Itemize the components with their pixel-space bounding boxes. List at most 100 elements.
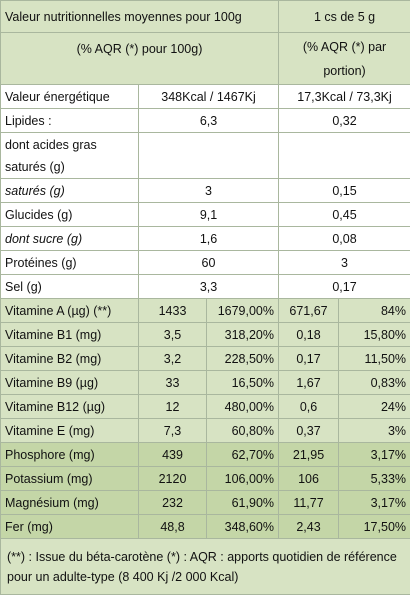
macro-value-100g: 3 — [139, 179, 279, 203]
macro-label: Sel (g) — [1, 275, 139, 299]
aqr-portion: 3,17% — [339, 491, 410, 515]
aqr-100g: 16,50% — [207, 371, 279, 395]
value-portion: 0,37 — [279, 419, 339, 443]
aqr-portion: 0,83% — [339, 371, 410, 395]
aqr-100g: 348,60% — [207, 515, 279, 539]
macro-value-100g: 1,6 — [139, 227, 279, 251]
aqr-portion: 3,17% — [339, 443, 410, 467]
aqr-100g: 480,00% — [207, 395, 279, 419]
subheader-portion: (% AQR (*) par portion) — [279, 33, 410, 85]
macro-value-portion: 0,32 — [279, 109, 410, 133]
nutrient-label: Vitamine A (µg) (**) — [1, 299, 139, 323]
aqr-100g: 61,90% — [207, 491, 279, 515]
nutrient-label: Vitamine B12 (µg) — [1, 395, 139, 419]
aqr-portion: 11,50% — [339, 347, 410, 371]
aqr-portion: 17,50% — [339, 515, 410, 539]
value-portion: 0,17 — [279, 347, 339, 371]
value-100g: 232 — [139, 491, 207, 515]
aqr-100g: 60,80% — [207, 419, 279, 443]
value-portion: 21,95 — [279, 443, 339, 467]
value-100g: 2120 — [139, 467, 207, 491]
value-100g: 1433 — [139, 299, 207, 323]
macro-row: dont acides gras saturés (g) — [1, 133, 410, 179]
nutrient-label: Vitamine B2 (mg) — [1, 347, 139, 371]
subheader-100g: (% AQR (*) pour 100g) — [1, 33, 279, 85]
nutrient-label: Fer (mg) — [1, 515, 139, 539]
macro-label: Glucides (g) — [1, 203, 139, 227]
nutrient-label: Phosphore (mg) — [1, 443, 139, 467]
macro-label: Protéines (g) — [1, 251, 139, 275]
value-portion: 11,77 — [279, 491, 339, 515]
value-100g: 48,8 — [139, 515, 207, 539]
footnote: (**) : Issue du béta-carotène (*) : AQR … — [1, 539, 410, 595]
aqr-100g: 1679,00% — [207, 299, 279, 323]
value-100g: 3,2 — [139, 347, 207, 371]
aqr-100g: 106,00% — [207, 467, 279, 491]
macro-value-portion: 3 — [279, 251, 410, 275]
value-100g: 3,5 — [139, 323, 207, 347]
value-100g: 7,3 — [139, 419, 207, 443]
nutrient-label: Vitamine B1 (mg) — [1, 323, 139, 347]
macro-value-portion: 0,15 — [279, 179, 410, 203]
macro-value-100g: 6,3 — [139, 109, 279, 133]
macro-value-100g — [139, 133, 279, 179]
macro-value-portion: 0,45 — [279, 203, 410, 227]
header-row: Valeur nutritionnelles moyennes pour 100… — [1, 1, 410, 33]
macro-value-100g: 60 — [139, 251, 279, 275]
value-portion: 1,67 — [279, 371, 339, 395]
macro-label: saturés (g) — [1, 179, 139, 203]
value-portion: 0,6 — [279, 395, 339, 419]
value-portion: 0,18 — [279, 323, 339, 347]
subheader-row: (% AQR (*) pour 100g) (% AQR (*) par por… — [1, 33, 410, 85]
nutrient-label: Vitamine B9 (µg) — [1, 371, 139, 395]
aqr-100g: 62,70% — [207, 443, 279, 467]
macro-label: Lipides : — [1, 109, 139, 133]
macro-value-100g: 3,3 — [139, 275, 279, 299]
footnote-row: (**) : Issue du béta-carotène (*) : AQR … — [1, 539, 410, 595]
aqr-portion: 24% — [339, 395, 410, 419]
aqr-portion: 84% — [339, 299, 410, 323]
value-100g: 439 — [139, 443, 207, 467]
macro-label: dont sucre (g) — [1, 227, 139, 251]
nutrient-label: Magnésium (mg) — [1, 491, 139, 515]
aqr-portion: 3% — [339, 419, 410, 443]
value-portion: 106 — [279, 467, 339, 491]
macro-value-portion — [279, 133, 410, 179]
macro-value-100g: 9,1 — [139, 203, 279, 227]
value-portion: 2,43 — [279, 515, 339, 539]
aqr-100g: 318,20% — [207, 323, 279, 347]
nutrient-label: Potassium (mg) — [1, 467, 139, 491]
value-portion: 671,67 — [279, 299, 339, 323]
nutrition-facts-panel: Valeur nutritionnelles moyennes pour 100… — [0, 0, 410, 582]
value-100g: 33 — [139, 371, 207, 395]
aqr-portion: 15,80% — [339, 323, 410, 347]
macro-value-portion: 17,3Kcal / 73,3Kj — [279, 85, 410, 109]
header-100g: Valeur nutritionnelles moyennes pour 100… — [1, 1, 279, 33]
aqr-portion: 5,33% — [339, 467, 410, 491]
nutrient-label: Vitamine E (mg) — [1, 419, 139, 443]
header-portion: 1 cs de 5 g — [279, 1, 410, 33]
aqr-100g: 228,50% — [207, 347, 279, 371]
macro-value-portion: 0,17 — [279, 275, 410, 299]
macro-label: dont acides gras saturés (g) — [1, 133, 139, 179]
value-100g: 12 — [139, 395, 207, 419]
macro-label: Valeur énergétique — [1, 85, 139, 109]
